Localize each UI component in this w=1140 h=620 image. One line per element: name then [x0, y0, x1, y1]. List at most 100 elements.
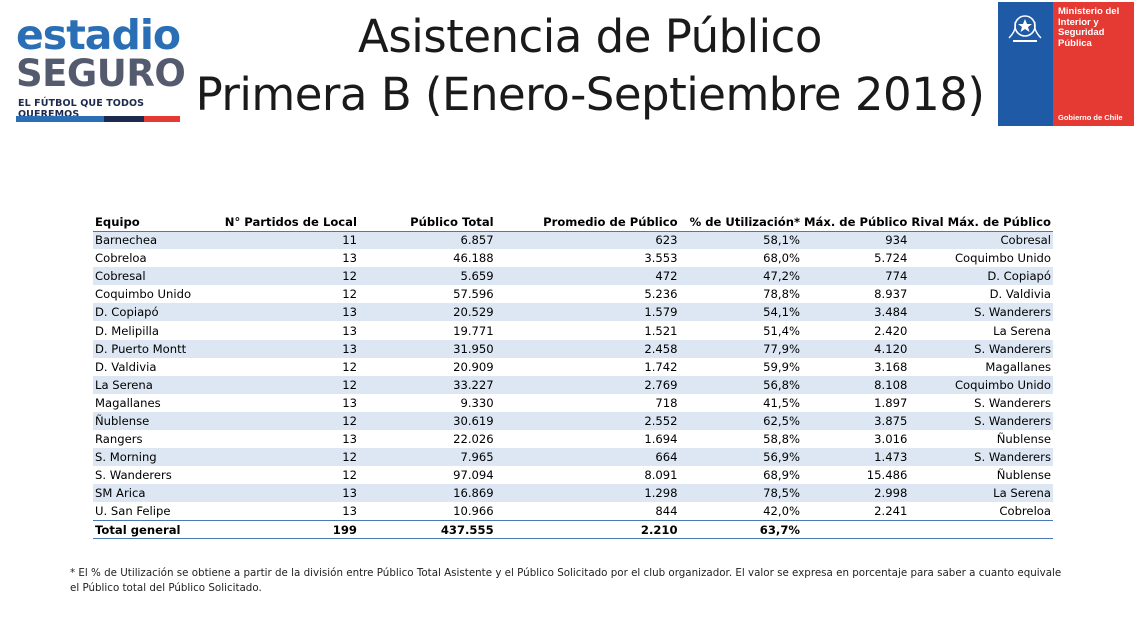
cell-partidos: 12 — [221, 448, 359, 467]
stripe-red — [144, 116, 180, 122]
cell-rival: S. Wanderers — [909, 339, 1053, 358]
cell-max-publico: 4.120 — [802, 339, 910, 358]
cell-partidos: 12 — [221, 411, 359, 431]
cell-promedio: 664 — [495, 448, 680, 467]
cell-max-publico: 8.937 — [802, 285, 910, 304]
cell-utilizacion: 58,8% — [679, 430, 803, 449]
cell-max-publico: 3.168 — [802, 357, 910, 376]
total-rival — [909, 519, 1053, 540]
cell-max-publico: 8.108 — [802, 375, 910, 394]
cell-utilizacion: 78,5% — [679, 484, 803, 503]
cell-promedio: 8.091 — [495, 466, 680, 485]
cell-max-publico: 15.486 — [802, 466, 910, 485]
title-line-1: Asistencia de Público — [358, 10, 822, 63]
cell-publico-total: 31.950 — [358, 339, 496, 358]
cell-utilizacion: 59,9% — [679, 357, 803, 376]
cell-max-publico: 2.241 — [802, 502, 910, 521]
cell-max-publico: 3.016 — [802, 430, 910, 449]
cell-rival: La Serena — [909, 484, 1053, 503]
cell-publico-total: 22.026 — [358, 430, 496, 449]
total-promedio: 2.210 — [495, 519, 680, 540]
cell-promedio: 3.553 — [495, 249, 680, 268]
table-row: Cobreloa 13 46.188 3.553 68,0% 5.724 Coq… — [93, 249, 1053, 268]
cell-utilizacion: 56,9% — [679, 448, 803, 467]
table-row: D. Copiapó 13 20.529 1.579 54,1% 3.484 S… — [93, 303, 1053, 322]
header-partidos-local: N° Partidos de Local — [221, 213, 359, 232]
table-row: D. Puerto Montt 13 31.950 2.458 77,9% 4.… — [93, 339, 1053, 358]
attendance-table: Equipo N° Partidos de Local Público Tota… — [93, 213, 1053, 540]
cell-publico-total: 5.659 — [358, 267, 496, 286]
cell-promedio: 2.458 — [495, 339, 680, 358]
cell-utilizacion: 58,1% — [679, 231, 803, 250]
cell-promedio: 472 — [495, 267, 680, 286]
cell-equipo: Magallanes — [93, 393, 222, 412]
cell-utilizacion: 42,0% — [679, 502, 803, 521]
header-publico-total: Público Total — [358, 213, 496, 232]
cell-max-publico: 2.998 — [802, 484, 910, 503]
ministerio-logo: Ministerio del Interior y Seguridad Públ… — [998, 2, 1134, 126]
cell-publico-total: 16.869 — [358, 484, 496, 503]
cell-partidos: 12 — [221, 375, 359, 394]
cell-equipo: Cobreloa — [93, 249, 222, 268]
header-promedio-publico: Promedio de Público — [495, 213, 680, 232]
ministerio-name: Ministerio del Interior y Seguridad Públ… — [1058, 6, 1120, 49]
cell-utilizacion: 56,8% — [679, 375, 803, 394]
cell-publico-total: 6.857 — [358, 231, 496, 250]
cell-equipo: U. San Felipe — [93, 502, 222, 521]
header-rival-max: Rival Máx. de Público — [909, 213, 1053, 232]
total-utilizacion: 63,7% — [679, 519, 803, 540]
header-max-publico: Máx. de Público — [802, 213, 910, 232]
chile-coat-of-arms-icon — [1008, 15, 1042, 42]
cell-publico-total: 30.619 — [358, 411, 496, 431]
table-row: Magallanes 13 9.330 718 41,5% 1.897 S. W… — [93, 393, 1053, 412]
table-row: SM Arica 13 16.869 1.298 78,5% 2.998 La … — [93, 484, 1053, 503]
stripe-navy — [104, 116, 144, 122]
cell-publico-total: 10.966 — [358, 502, 496, 521]
stripe-blue — [16, 116, 104, 122]
cell-max-publico: 3.875 — [802, 411, 910, 431]
total-publico: 437.555 — [358, 519, 496, 540]
cell-max-publico: 5.724 — [802, 249, 910, 268]
cell-equipo: Rangers — [93, 430, 222, 449]
table-row: Rangers 13 22.026 1.694 58,8% 3.016 Ñubl… — [93, 430, 1053, 449]
logo-blue-panel — [998, 2, 1053, 126]
cell-equipo: Coquimbo Unido — [93, 285, 222, 304]
cell-rival: D. Copiapó — [909, 267, 1053, 286]
footnote: * El % de Utilización se obtiene a parti… — [70, 567, 1062, 594]
cell-rival: Coquimbo Unido — [909, 249, 1053, 268]
cell-partidos: 13 — [221, 249, 359, 268]
estadio-seguro-logo: estadio SEGURO EL FÚTBOL QUE TODOS QUERE… — [14, 11, 186, 124]
cell-equipo: SM Arica — [93, 484, 222, 503]
cell-partidos: 13 — [221, 339, 359, 358]
cell-equipo: D. Copiapó — [93, 303, 222, 322]
cell-rival: S. Wanderers — [909, 411, 1053, 431]
cell-partidos: 12 — [221, 267, 359, 286]
cell-promedio: 1.579 — [495, 303, 680, 322]
cell-publico-total: 19.771 — [358, 321, 496, 340]
page-title: Asistencia de Público Primera B (Enero-S… — [190, 8, 990, 124]
table-row: D. Valdivia 12 20.909 1.742 59,9% 3.168 … — [93, 357, 1053, 376]
cell-publico-total: 9.330 — [358, 393, 496, 412]
cell-promedio: 1.298 — [495, 484, 680, 503]
table-row: U. San Felipe 13 10.966 844 42,0% 2.241 … — [93, 502, 1053, 521]
logo-stripe — [16, 116, 180, 122]
cell-publico-total: 33.227 — [358, 375, 496, 394]
cell-equipo: D. Puerto Montt — [93, 339, 222, 358]
cell-equipo: Ñublense — [93, 411, 222, 431]
logo-word-estadio: estadio — [16, 11, 181, 59]
cell-rival: Magallanes — [909, 357, 1053, 376]
cell-promedio: 5.236 — [495, 285, 680, 304]
cell-partidos: 11 — [221, 231, 359, 250]
cell-max-publico: 934 — [802, 231, 910, 250]
cell-max-publico: 1.897 — [802, 393, 910, 412]
cell-partidos: 13 — [221, 484, 359, 503]
cell-rival: La Serena — [909, 321, 1053, 340]
cell-promedio: 844 — [495, 502, 680, 521]
total-partidos: 199 — [221, 519, 359, 540]
cell-partidos: 12 — [221, 466, 359, 485]
cell-promedio: 718 — [495, 393, 680, 412]
cell-utilizacion: 77,9% — [679, 339, 803, 358]
cell-equipo: Cobresal — [93, 267, 222, 286]
cell-rival: Ñublense — [909, 466, 1053, 485]
cell-partidos: 12 — [221, 285, 359, 304]
